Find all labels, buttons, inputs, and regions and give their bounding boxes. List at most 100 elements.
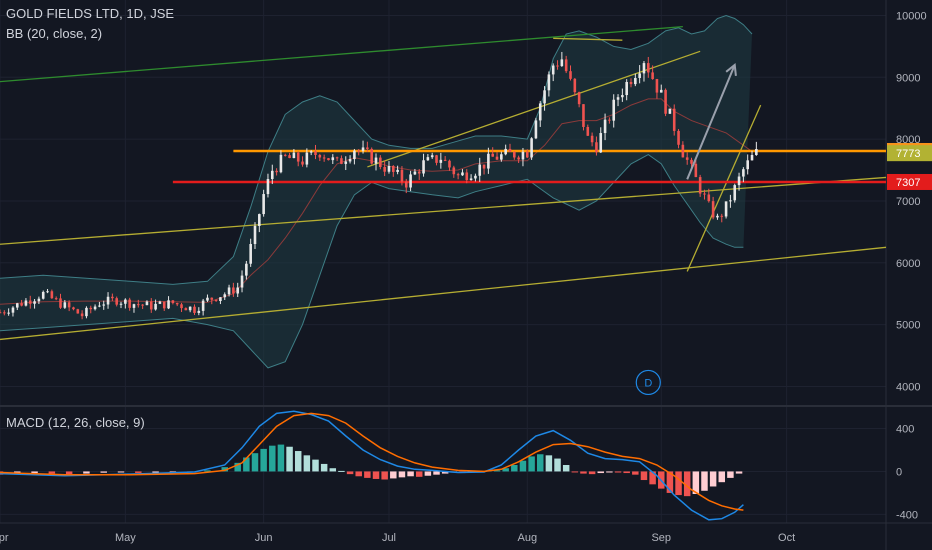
macd-histogram-bar xyxy=(294,451,302,472)
candle-body xyxy=(184,308,188,311)
macd-histogram-bar xyxy=(718,471,726,483)
candle-body xyxy=(504,148,507,155)
candle-body xyxy=(20,303,23,306)
macd-histogram-bar xyxy=(234,462,241,472)
candle-body xyxy=(171,300,175,304)
macd-histogram-bar xyxy=(312,459,319,472)
macd-histogram-bar xyxy=(364,471,371,478)
candle-body xyxy=(283,154,287,156)
candle-body xyxy=(595,142,598,153)
candle-body xyxy=(478,164,482,176)
candle-body xyxy=(690,159,693,164)
macd-histogram-bar xyxy=(683,471,691,497)
dividend-event-marker xyxy=(635,369,661,396)
candle-body xyxy=(115,298,118,305)
projection-arrow-line xyxy=(686,64,736,180)
candle-body xyxy=(625,81,628,96)
macd-histogram-bar xyxy=(381,471,388,480)
macd-histogram-bar xyxy=(117,471,125,473)
candle-body xyxy=(7,312,10,314)
time-tick-label: Aug xyxy=(517,532,537,544)
macd-histogram-bar xyxy=(372,471,380,479)
candle-body xyxy=(361,147,365,151)
macd-histogram-bar xyxy=(83,471,90,474)
candle-body xyxy=(707,194,711,202)
candle-body xyxy=(720,215,724,217)
macd-histogram-bar xyxy=(735,471,743,474)
candle-body xyxy=(232,287,235,294)
candle-body xyxy=(569,71,572,79)
candle-body xyxy=(266,179,270,195)
macd-histogram-bar xyxy=(502,468,509,472)
candle-body xyxy=(374,157,378,164)
macd-signal-line xyxy=(0,412,744,511)
trendline xyxy=(0,246,887,341)
candle-body xyxy=(582,104,585,127)
candle-body xyxy=(694,163,698,178)
candle-body xyxy=(517,157,520,160)
symbol-title[interactable]: GOLD FIELDS LTD, 1D, JSE xyxy=(6,6,175,21)
candle-body xyxy=(76,309,80,314)
candle-body xyxy=(258,214,261,226)
time-tick-label: Jun xyxy=(255,532,273,544)
macd-histogram-bar xyxy=(537,454,544,472)
candle-body xyxy=(487,153,490,169)
macd-histogram-bar xyxy=(675,471,682,496)
candle-body xyxy=(733,185,737,201)
candle-body xyxy=(46,291,49,293)
candle-body xyxy=(461,172,464,176)
candle-body xyxy=(270,170,274,180)
macd-histogram-bar xyxy=(135,471,142,473)
candle-body xyxy=(556,65,559,67)
candle-body xyxy=(668,108,672,114)
candle-body xyxy=(409,174,412,188)
candle-body xyxy=(340,158,343,164)
macd-histogram-bar xyxy=(493,470,501,472)
macd-histogram-bar xyxy=(701,471,708,491)
macd-histogram-bar xyxy=(519,460,527,472)
candle-body xyxy=(616,97,620,100)
candle-body xyxy=(698,177,702,194)
candle-body xyxy=(309,151,313,153)
macd-histogram-bar xyxy=(31,471,38,474)
candle-body xyxy=(288,155,291,159)
candle-body xyxy=(24,300,28,306)
macd-histogram-bar xyxy=(562,465,570,472)
macd-histogram-bar xyxy=(355,471,362,477)
candle-body xyxy=(175,303,179,305)
candle-body xyxy=(621,95,624,98)
candle-body xyxy=(664,89,667,114)
candle-body xyxy=(521,151,525,160)
candle-body xyxy=(383,167,386,172)
macd-line xyxy=(0,410,744,521)
candle-body xyxy=(560,59,564,67)
macd-histogram-bar xyxy=(424,471,432,476)
candle-body xyxy=(729,200,732,202)
candle-body xyxy=(292,152,296,159)
candle-body xyxy=(737,176,741,186)
price-tick-label: 10000 xyxy=(896,10,927,22)
macd-histogram-bar xyxy=(398,471,406,478)
trendline xyxy=(0,176,887,245)
bb-band-fill xyxy=(0,15,752,368)
candle-body xyxy=(711,201,715,218)
macd-histogram-bar xyxy=(571,471,579,473)
macd-histogram-bar xyxy=(649,471,656,485)
time-tick-label: Apr xyxy=(0,532,9,544)
candle-body xyxy=(245,263,248,276)
macd-histogram-bar xyxy=(338,470,345,472)
bb-indicator-label[interactable]: BB (20, close, 2) xyxy=(6,26,103,41)
candle-body xyxy=(89,307,93,310)
macd-tick-label: 0 xyxy=(896,466,902,478)
candle-body xyxy=(335,157,339,159)
macd-histogram-bar xyxy=(727,471,734,478)
candle-body xyxy=(344,161,348,164)
candle-body xyxy=(158,301,162,304)
candle-body xyxy=(214,299,218,302)
candle-body xyxy=(452,167,456,175)
candle-body xyxy=(111,296,114,299)
macd-indicator-label[interactable]: MACD (12, 26, close, 9) xyxy=(6,415,145,430)
dividend-event-label: D xyxy=(644,377,652,389)
candle-body xyxy=(456,174,460,176)
